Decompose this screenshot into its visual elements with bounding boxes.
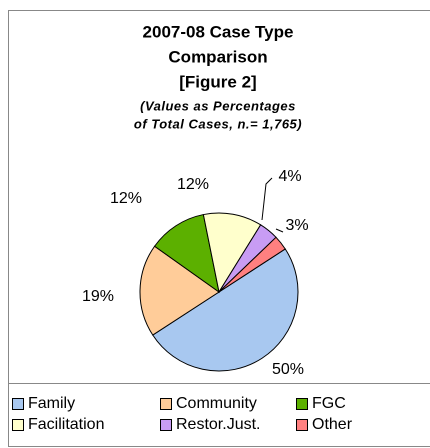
legend-label: FGC bbox=[312, 395, 346, 412]
data-label: 12% bbox=[177, 176, 209, 193]
subtitle: (Values as Percentages bbox=[140, 98, 296, 113]
pie-slice bbox=[153, 213, 220, 294]
legend-swatch bbox=[12, 398, 24, 410]
leader-line bbox=[261, 177, 273, 221]
legend-label: Facilitation bbox=[28, 416, 104, 433]
data-label: 4% bbox=[278, 168, 301, 185]
pie-slice bbox=[218, 236, 286, 293]
legend-swatch bbox=[12, 419, 24, 431]
data-label: 3% bbox=[285, 217, 308, 234]
chart-title: 2007-08 Case Type bbox=[143, 22, 294, 41]
legend-swatch bbox=[296, 398, 308, 410]
leader-line bbox=[275, 228, 284, 233]
legend-label: Other bbox=[312, 416, 353, 433]
legend-label: Restor.Just. bbox=[176, 416, 260, 433]
legend-swatch bbox=[160, 419, 172, 431]
legend-label: Family bbox=[28, 395, 75, 412]
legend-swatch bbox=[160, 398, 172, 410]
pie-slice bbox=[152, 248, 299, 372]
pie-slice bbox=[202, 212, 262, 294]
legend-label: Community bbox=[176, 395, 257, 412]
titles: 2007-08 Case Type Comparison [Figure 2] … bbox=[134, 22, 302, 131]
data-label: 12% bbox=[110, 190, 142, 207]
pie-slice bbox=[139, 245, 220, 336]
data-label: 19% bbox=[82, 288, 114, 305]
subtitle: of Total Cases, n.= 1,765) bbox=[134, 116, 302, 131]
chart-title: [Figure 2] bbox=[179, 72, 256, 91]
chart-title: Comparison bbox=[168, 47, 267, 66]
legend-swatch bbox=[296, 419, 308, 431]
data-label: 50% bbox=[272, 361, 304, 378]
